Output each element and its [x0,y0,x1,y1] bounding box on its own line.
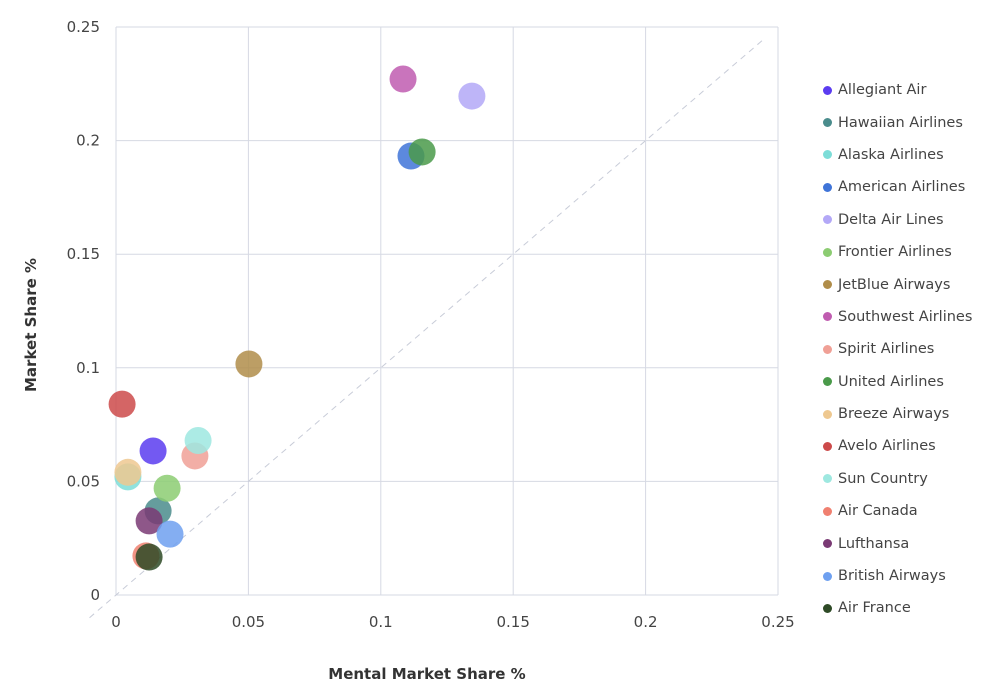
legend-item[interactable]: Air Canada [823,495,972,527]
point-british-airways[interactable] [156,520,184,548]
legend-item[interactable]: Hawaiian Airlines [823,106,972,138]
legend-label: Spirit Airlines [838,341,935,358]
legend-marker-icon [823,571,832,581]
y-tick-label: 0.2 [76,132,100,150]
legend-label: Breeze Airways [838,406,950,423]
legend-marker-icon [823,118,832,128]
legend-marker-icon [823,441,832,451]
legend-label: JetBlue Airways [838,276,951,293]
legend-item[interactable]: American Airlines [823,171,972,203]
point-allegiant-air[interactable] [139,437,167,465]
legend-label: Avelo Airlines [838,438,936,455]
legend-marker-icon [823,603,832,613]
legend-marker-icon [823,312,832,322]
x-tick-label: 0 [111,613,121,631]
x-tick-label: 0.1 [369,613,393,631]
point-lufthansa[interactable] [135,507,163,535]
point-jetblue-airways[interactable] [235,350,263,378]
point-united-airlines[interactable] [408,138,436,166]
legend-label: Hawaiian Airlines [838,114,963,131]
point-delta-air-lines[interactable] [458,82,486,110]
legend-item[interactable]: Breeze Airways [823,398,972,430]
legend-label: Air Canada [838,503,918,520]
legend-marker-icon [823,150,832,160]
point-breeze-airways[interactable] [114,458,142,486]
legend-item[interactable]: Air France [823,592,972,624]
legend-marker-icon [823,215,832,225]
legend-marker-icon [823,85,832,95]
legend-label: Frontier Airlines [838,244,952,261]
legend-label: United Airlines [838,373,944,390]
y-tick-label: 0.25 [67,18,100,36]
y-tick-label: 0.15 [67,245,100,263]
x-axis-title: Mental Market Share % [328,665,525,683]
data-points [108,65,486,571]
legend-item[interactable]: Alaska Airlines [823,139,972,171]
legend-item[interactable]: JetBlue Airways [823,268,972,300]
legend-label: Air France [838,600,911,617]
reference-diagonal-line [89,37,766,619]
legend-label: British Airways [838,568,946,585]
legend-item[interactable]: Spirit Airlines [823,333,972,365]
legend-label: Southwest Airlines [838,308,973,325]
y-tick-label: 0.05 [67,472,100,490]
legend-marker-icon [823,377,832,387]
legend-marker-icon [823,474,832,484]
legend-marker-icon [823,539,832,549]
legend-item[interactable]: Southwest Airlines [823,301,972,333]
legend-item[interactable]: Frontier Airlines [823,236,972,268]
y-tick-label: 0.1 [76,359,100,377]
point-avelo-airlines[interactable] [108,390,136,418]
x-tick-label: 0.15 [496,613,529,631]
legend-marker-icon [823,247,832,257]
legend-item[interactable]: Lufthansa [823,527,972,559]
x-tick-label: 0.25 [761,613,794,631]
point-air-france[interactable] [135,543,163,571]
x-tick-label: 0.2 [634,613,658,631]
legend-item[interactable]: Allegiant Air [823,74,972,106]
grid [115,26,779,596]
point-frontier-airlines[interactable] [153,474,181,502]
legend-label: Alaska Airlines [838,146,944,163]
y-tick-label: 0 [90,586,100,604]
legend-item[interactable]: United Airlines [823,366,972,398]
legend-item[interactable]: Sun Country [823,463,972,495]
legend: Allegiant Air Hawaiian Airlines Alaska Air… [823,74,972,625]
legend-label: Sun Country [838,470,928,487]
legend-label: Allegiant Air [838,82,927,99]
legend-item[interactable]: Delta Air Lines [823,204,972,236]
legend-marker-icon [823,506,832,516]
point-sun-country[interactable] [184,427,212,455]
x-tick-label: 0.05 [232,613,265,631]
legend-marker-icon [823,344,832,354]
legend-item[interactable]: British Airways [823,560,972,592]
point-southwest-airlines[interactable] [389,65,417,93]
legend-marker-icon [823,409,832,419]
legend-marker-icon [823,280,832,290]
tick-labels: 0 0.05 0.1 0.15 0.2 0.25 0 0.05 0.1 0.15 0.2 0.25 [67,18,795,631]
y-axis-title: Market Share % [22,258,40,392]
legend-label: American Airlines [838,179,966,196]
legend-item[interactable]: Avelo Airlines [823,430,972,462]
legend-label: Lufthansa [838,535,910,552]
legend-marker-icon [823,182,832,192]
legend-label: Delta Air Lines [838,211,944,228]
